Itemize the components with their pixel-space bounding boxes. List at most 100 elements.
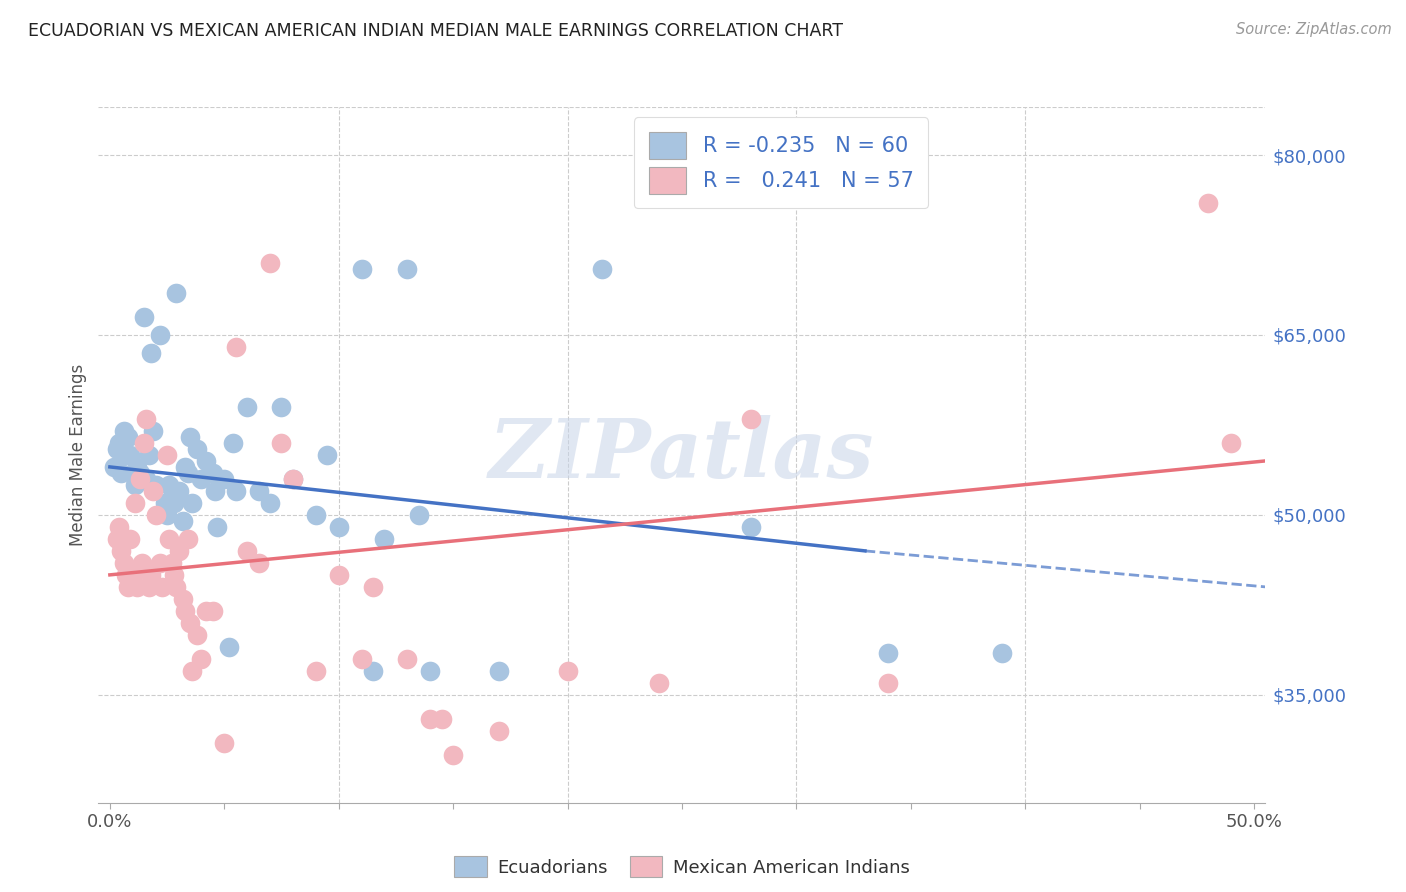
Point: [157, 478, 180, 492]
Point: [190, 472, 212, 486]
Point: [876, 676, 898, 690]
Point: [112, 424, 135, 438]
Point: [179, 615, 201, 630]
Point: [876, 646, 898, 660]
Point: [134, 310, 156, 324]
Point: [127, 580, 149, 594]
Point: [350, 262, 373, 277]
Point: [128, 472, 150, 486]
Point: [163, 496, 186, 510]
Point: [105, 442, 128, 456]
Point: [488, 723, 510, 738]
Legend: Ecuadorians, Mexican American Indians: Ecuadorians, Mexican American Indians: [447, 849, 917, 884]
Point: [1197, 196, 1219, 211]
Point: [991, 646, 1014, 660]
Point: [131, 556, 153, 570]
Text: Source: ZipAtlas.com: Source: ZipAtlas.com: [1236, 22, 1392, 37]
Point: [110, 466, 132, 480]
Point: [350, 652, 373, 666]
Point: [419, 712, 441, 726]
Point: [281, 472, 304, 486]
Point: [139, 567, 162, 582]
Point: [225, 340, 247, 354]
Point: [117, 580, 139, 594]
Point: [218, 640, 240, 654]
Point: [121, 466, 143, 480]
Point: [236, 400, 259, 414]
Point: [181, 664, 204, 678]
Point: [225, 483, 247, 498]
Point: [373, 532, 395, 546]
Point: [149, 556, 172, 570]
Point: [160, 556, 183, 570]
Point: [145, 478, 167, 492]
Point: [138, 448, 160, 462]
Point: [361, 580, 384, 594]
Point: [120, 532, 142, 546]
Point: [174, 459, 197, 474]
Point: [204, 483, 226, 498]
Point: [214, 472, 236, 486]
Point: [105, 532, 128, 546]
Point: [740, 412, 762, 426]
Point: [112, 556, 135, 570]
Point: [124, 478, 146, 492]
Point: [127, 459, 149, 474]
Point: [270, 400, 292, 414]
Point: [153, 496, 176, 510]
Point: [441, 747, 464, 762]
Point: [190, 652, 212, 666]
Point: [134, 436, 156, 450]
Point: [115, 448, 138, 462]
Point: [142, 483, 165, 498]
Point: [139, 346, 162, 360]
Point: [186, 442, 208, 456]
Point: [152, 580, 174, 594]
Point: [222, 436, 245, 450]
Point: [305, 664, 328, 678]
Point: [740, 520, 762, 534]
Point: [247, 483, 270, 498]
Point: [176, 466, 198, 480]
Point: [214, 736, 236, 750]
Text: ECUADORIAN VS MEXICAN AMERICAN INDIAN MEDIAN MALE EARNINGS CORRELATION CHART: ECUADORIAN VS MEXICAN AMERICAN INDIAN ME…: [28, 22, 844, 40]
Point: [408, 508, 430, 522]
Y-axis label: Median Male Earnings: Median Male Earnings: [69, 364, 87, 546]
Point: [142, 424, 165, 438]
Point: [194, 604, 217, 618]
Point: [186, 628, 208, 642]
Point: [149, 328, 172, 343]
Point: [135, 412, 157, 426]
Point: [328, 567, 350, 582]
Point: [176, 532, 198, 546]
Point: [124, 496, 146, 510]
Point: [591, 262, 613, 277]
Point: [259, 496, 281, 510]
Point: [207, 520, 229, 534]
Point: [236, 544, 259, 558]
Point: [201, 604, 224, 618]
Point: [165, 285, 187, 300]
Point: [328, 520, 350, 534]
Point: [160, 490, 183, 504]
Point: [181, 496, 204, 510]
Point: [120, 448, 142, 462]
Point: [259, 256, 281, 270]
Point: [194, 454, 217, 468]
Point: [167, 544, 190, 558]
Point: [108, 436, 131, 450]
Point: [488, 664, 510, 678]
Point: [138, 580, 160, 594]
Point: [174, 604, 197, 618]
Point: [156, 508, 179, 522]
Text: ZIPatlas: ZIPatlas: [489, 415, 875, 495]
Point: [121, 567, 143, 582]
Point: [396, 262, 419, 277]
Point: [1220, 436, 1243, 450]
Point: [648, 676, 671, 690]
Point: [103, 459, 125, 474]
Point: [557, 664, 579, 678]
Point: [201, 466, 224, 480]
Point: [361, 664, 384, 678]
Point: [110, 544, 132, 558]
